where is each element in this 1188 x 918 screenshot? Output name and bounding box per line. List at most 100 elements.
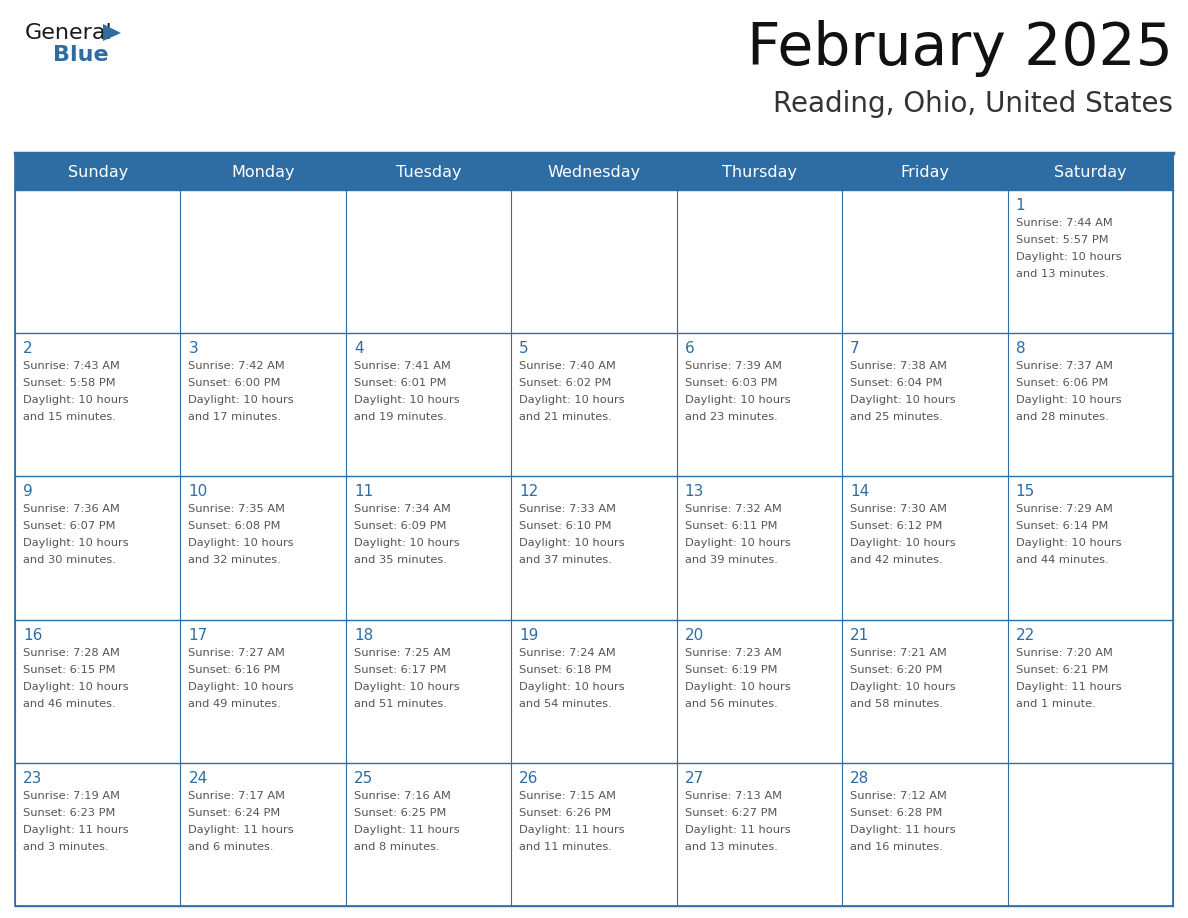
- Text: 9: 9: [23, 485, 33, 499]
- Text: Sunset: 6:18 PM: Sunset: 6:18 PM: [519, 665, 612, 675]
- Text: Sunset: 6:09 PM: Sunset: 6:09 PM: [354, 521, 447, 532]
- Text: Sunrise: 7:36 AM: Sunrise: 7:36 AM: [23, 504, 120, 514]
- Text: Sunrise: 7:37 AM: Sunrise: 7:37 AM: [1016, 361, 1113, 371]
- Text: Daylight: 10 hours: Daylight: 10 hours: [1016, 396, 1121, 405]
- Text: Sunday: Sunday: [68, 165, 128, 180]
- Text: and 28 minutes.: and 28 minutes.: [1016, 412, 1108, 422]
- Text: Daylight: 10 hours: Daylight: 10 hours: [519, 681, 625, 691]
- Text: and 21 minutes.: and 21 minutes.: [519, 412, 612, 422]
- Text: Sunset: 6:19 PM: Sunset: 6:19 PM: [684, 665, 777, 675]
- Text: Sunset: 6:21 PM: Sunset: 6:21 PM: [1016, 665, 1108, 675]
- Text: Friday: Friday: [901, 165, 949, 180]
- Bar: [842, 620, 1007, 763]
- Text: Sunset: 6:14 PM: Sunset: 6:14 PM: [1016, 521, 1108, 532]
- Text: 5: 5: [519, 341, 529, 356]
- Text: Daylight: 10 hours: Daylight: 10 hours: [1016, 252, 1121, 262]
- Text: Daylight: 10 hours: Daylight: 10 hours: [684, 538, 790, 548]
- Text: Sunset: 6:20 PM: Sunset: 6:20 PM: [851, 665, 942, 675]
- Text: Sunset: 6:17 PM: Sunset: 6:17 PM: [354, 665, 447, 675]
- Text: Daylight: 10 hours: Daylight: 10 hours: [189, 396, 295, 405]
- Bar: [677, 190, 842, 333]
- Bar: [511, 763, 677, 906]
- Text: and 56 minutes.: and 56 minutes.: [684, 699, 777, 709]
- Text: 22: 22: [1016, 628, 1035, 643]
- Bar: [1007, 333, 1173, 476]
- Text: 14: 14: [851, 485, 870, 499]
- Text: Sunrise: 7:42 AM: Sunrise: 7:42 AM: [189, 361, 285, 371]
- Text: 24: 24: [189, 771, 208, 786]
- Text: 20: 20: [684, 628, 704, 643]
- Text: Sunrise: 7:33 AM: Sunrise: 7:33 AM: [519, 504, 617, 514]
- Text: and 51 minutes.: and 51 minutes.: [354, 699, 447, 709]
- Bar: [181, 763, 346, 906]
- Text: and 1 minute.: and 1 minute.: [1016, 699, 1095, 709]
- Text: 23: 23: [23, 771, 43, 786]
- Bar: [1007, 190, 1173, 333]
- Text: Sunset: 6:28 PM: Sunset: 6:28 PM: [851, 808, 942, 818]
- Text: Sunset: 6:10 PM: Sunset: 6:10 PM: [519, 521, 612, 532]
- Bar: [15, 190, 181, 333]
- Text: 19: 19: [519, 628, 538, 643]
- Bar: [511, 476, 677, 620]
- Bar: [511, 620, 677, 763]
- Text: Blue: Blue: [53, 45, 108, 65]
- Text: Daylight: 10 hours: Daylight: 10 hours: [684, 681, 790, 691]
- Bar: [181, 476, 346, 620]
- Text: Thursday: Thursday: [722, 165, 797, 180]
- Text: 3: 3: [189, 341, 198, 356]
- Bar: [181, 190, 346, 333]
- Text: and 54 minutes.: and 54 minutes.: [519, 699, 612, 709]
- Text: and 30 minutes.: and 30 minutes.: [23, 555, 116, 565]
- Polygon shape: [103, 24, 121, 41]
- Text: Daylight: 10 hours: Daylight: 10 hours: [851, 538, 956, 548]
- Text: 12: 12: [519, 485, 538, 499]
- Text: Daylight: 10 hours: Daylight: 10 hours: [23, 538, 128, 548]
- Text: Sunrise: 7:43 AM: Sunrise: 7:43 AM: [23, 361, 120, 371]
- Text: Wednesday: Wednesday: [548, 165, 640, 180]
- Bar: [181, 620, 346, 763]
- Text: Sunrise: 7:39 AM: Sunrise: 7:39 AM: [684, 361, 782, 371]
- Bar: [1007, 620, 1173, 763]
- Text: Daylight: 10 hours: Daylight: 10 hours: [684, 396, 790, 405]
- Text: and 49 minutes.: and 49 minutes.: [189, 699, 282, 709]
- Text: Daylight: 11 hours: Daylight: 11 hours: [1016, 681, 1121, 691]
- Text: Sunrise: 7:12 AM: Sunrise: 7:12 AM: [851, 790, 947, 800]
- Text: and 15 minutes.: and 15 minutes.: [23, 412, 116, 422]
- Text: Daylight: 10 hours: Daylight: 10 hours: [851, 681, 956, 691]
- Text: and 25 minutes.: and 25 minutes.: [851, 412, 943, 422]
- Bar: [842, 190, 1007, 333]
- Text: and 17 minutes.: and 17 minutes.: [189, 412, 282, 422]
- Text: Sunrise: 7:35 AM: Sunrise: 7:35 AM: [189, 504, 285, 514]
- Text: 2: 2: [23, 341, 32, 356]
- Text: and 16 minutes.: and 16 minutes.: [851, 842, 943, 852]
- Text: and 35 minutes.: and 35 minutes.: [354, 555, 447, 565]
- Text: General: General: [25, 23, 113, 43]
- Text: and 32 minutes.: and 32 minutes.: [189, 555, 282, 565]
- Text: Sunrise: 7:24 AM: Sunrise: 7:24 AM: [519, 647, 617, 657]
- Text: Daylight: 10 hours: Daylight: 10 hours: [519, 538, 625, 548]
- Text: Sunset: 6:27 PM: Sunset: 6:27 PM: [684, 808, 777, 818]
- Text: 28: 28: [851, 771, 870, 786]
- Text: and 42 minutes.: and 42 minutes.: [851, 555, 943, 565]
- Text: and 13 minutes.: and 13 minutes.: [684, 842, 778, 852]
- Text: Daylight: 10 hours: Daylight: 10 hours: [189, 538, 295, 548]
- Text: 21: 21: [851, 628, 870, 643]
- Text: Sunset: 6:04 PM: Sunset: 6:04 PM: [851, 378, 942, 388]
- Bar: [842, 763, 1007, 906]
- Bar: [511, 333, 677, 476]
- Text: Sunrise: 7:40 AM: Sunrise: 7:40 AM: [519, 361, 617, 371]
- Text: Sunrise: 7:23 AM: Sunrise: 7:23 AM: [684, 647, 782, 657]
- Text: Sunset: 6:12 PM: Sunset: 6:12 PM: [851, 521, 942, 532]
- Text: Sunset: 6:23 PM: Sunset: 6:23 PM: [23, 808, 115, 818]
- Text: Sunset: 6:06 PM: Sunset: 6:06 PM: [1016, 378, 1108, 388]
- Bar: [842, 333, 1007, 476]
- Bar: [15, 620, 181, 763]
- Text: and 37 minutes.: and 37 minutes.: [519, 555, 612, 565]
- Text: Sunrise: 7:32 AM: Sunrise: 7:32 AM: [684, 504, 782, 514]
- Text: Daylight: 10 hours: Daylight: 10 hours: [354, 538, 460, 548]
- Text: 8: 8: [1016, 341, 1025, 356]
- Bar: [15, 476, 181, 620]
- Text: Daylight: 10 hours: Daylight: 10 hours: [23, 681, 128, 691]
- Bar: [15, 333, 181, 476]
- Text: Daylight: 10 hours: Daylight: 10 hours: [354, 681, 460, 691]
